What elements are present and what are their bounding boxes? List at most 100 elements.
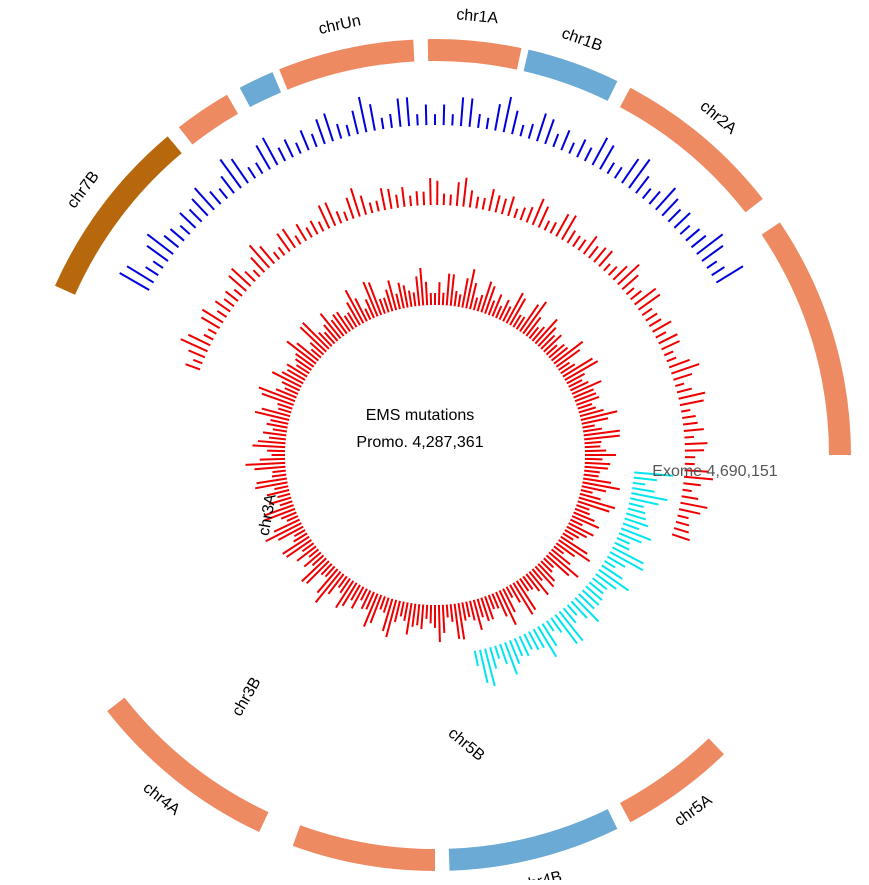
track-spike: [615, 167, 622, 178]
track-spike: [248, 167, 255, 178]
track-spike: [409, 291, 412, 307]
track-spike: [487, 118, 489, 129]
track-spike: [285, 140, 293, 158]
track-spike: [337, 124, 341, 139]
track-spike: [529, 124, 533, 139]
track-spike: [370, 104, 375, 130]
track-spike: [388, 280, 396, 310]
track-spike: [502, 199, 506, 214]
track-spike: [495, 195, 499, 212]
track-spike: [583, 478, 611, 482]
track-spike: [226, 291, 238, 301]
track-spike: [669, 360, 689, 368]
track-spike: [581, 411, 617, 420]
track-spike: [439, 605, 440, 642]
track-spike: [416, 276, 419, 305]
track-spike: [420, 268, 423, 306]
center-exome: Exome 4,690,151: [652, 463, 778, 480]
track-spike: [474, 298, 477, 311]
track-spike: [683, 483, 700, 485]
track-spike: [684, 437, 694, 438]
track-spike: [146, 267, 159, 275]
track-spike: [483, 198, 485, 210]
track-spike: [513, 583, 532, 614]
track-spike: [532, 569, 542, 580]
track-spike: [388, 189, 392, 209]
track-spike: [451, 274, 454, 305]
track-spike: [672, 534, 690, 540]
track-spike: [312, 555, 323, 565]
chromosome-arc: [283, 51, 414, 80]
track-spike: [426, 104, 427, 125]
track-spike: [574, 512, 595, 521]
track-spike: [361, 196, 366, 215]
track-spike: [682, 496, 699, 499]
track-spike: [396, 195, 398, 208]
track-spike: [574, 389, 594, 397]
track-spike: [450, 195, 451, 206]
track-spike: [605, 561, 616, 568]
track-spike: [667, 358, 676, 362]
track-spike: [282, 382, 300, 390]
track-spike: [153, 261, 163, 268]
track-spike: [439, 282, 440, 305]
track-spike: [631, 291, 642, 300]
track-spike: [500, 300, 509, 320]
track-spike: [466, 269, 474, 308]
track-spike: [458, 294, 460, 306]
track-spike: [478, 114, 480, 128]
track-spike: [578, 240, 585, 250]
track-spike: [421, 605, 423, 630]
circos-plot: EMS mutations Promo. 4,287,361 Exome 4,6…: [0, 0, 869, 880]
track-spike: [682, 416, 696, 418]
chromosome-label: chr1B: [559, 25, 604, 55]
track-spike: [337, 211, 342, 223]
track-spike: [527, 207, 533, 222]
track-spike: [680, 503, 707, 508]
track-spike: [512, 111, 518, 134]
track-spike: [310, 221, 317, 234]
track-spike: [679, 509, 700, 514]
track-spike: [680, 226, 689, 235]
track-spike: [443, 605, 444, 633]
inner-label: chr3B: [229, 675, 265, 720]
track-spike: [630, 498, 658, 504]
track-spike: [325, 332, 335, 343]
track-spike: [444, 104, 445, 125]
track-spike: [307, 561, 329, 583]
track-spike: [495, 104, 500, 130]
track-spike: [452, 114, 453, 125]
chromosome-arc: [526, 60, 612, 91]
track-spike: [562, 216, 576, 240]
track-spike: [407, 97, 409, 126]
track-spike: [571, 601, 587, 618]
track-spike: [417, 191, 418, 205]
track-spike: [585, 467, 608, 469]
track-spike: [390, 114, 392, 128]
track-spike: [347, 125, 350, 136]
track-spike: [401, 602, 404, 617]
track-spike: [643, 189, 651, 199]
track-spike: [362, 590, 371, 608]
track-spike: [514, 209, 517, 218]
track-spike: [147, 234, 173, 254]
track-spike: [629, 159, 650, 188]
track-spike: [629, 503, 644, 507]
track-spike: [474, 600, 482, 630]
track-spike: [686, 229, 700, 241]
track-spike: [523, 576, 532, 589]
track-spike: [584, 471, 600, 473]
track-spike: [585, 463, 610, 464]
track-spike: [274, 252, 280, 259]
track-spike: [542, 624, 556, 646]
track-spike: [186, 364, 201, 369]
track-spike: [324, 114, 333, 142]
track-spike: [553, 134, 558, 147]
track-spike: [561, 364, 575, 373]
track-spike: [255, 412, 289, 420]
track-spike: [306, 227, 312, 237]
track-spike: [269, 438, 286, 440]
track-spike: [254, 467, 285, 469]
track-spike: [680, 400, 704, 405]
track-spike: [352, 111, 358, 134]
